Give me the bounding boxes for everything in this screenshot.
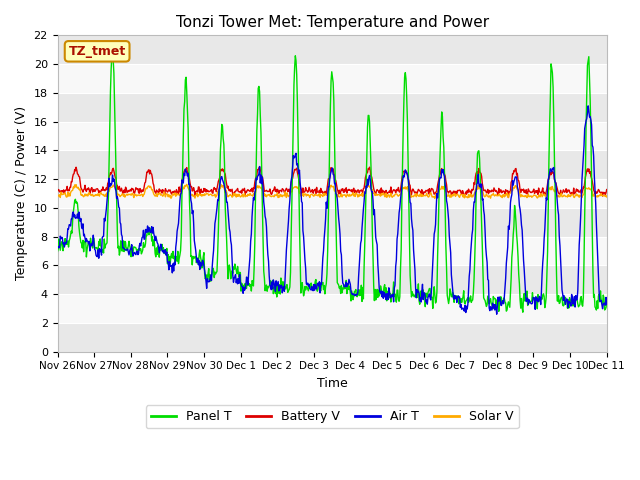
Bar bbox=[58, 294, 607, 323]
Legend: Panel T, Battery V, Air T, Solar V: Panel T, Battery V, Air T, Solar V bbox=[146, 405, 518, 428]
Bar bbox=[58, 64, 607, 93]
Title: Tonzi Tower Met: Temperature and Power: Tonzi Tower Met: Temperature and Power bbox=[175, 15, 489, 30]
Y-axis label: Temperature (C) / Power (V): Temperature (C) / Power (V) bbox=[15, 107, 28, 280]
Bar bbox=[58, 150, 607, 179]
Bar bbox=[58, 265, 607, 294]
X-axis label: Time: Time bbox=[317, 377, 348, 390]
Bar bbox=[58, 208, 607, 237]
Bar bbox=[58, 179, 607, 208]
Text: TZ_tmet: TZ_tmet bbox=[68, 45, 126, 58]
Bar bbox=[58, 93, 607, 121]
Bar bbox=[58, 36, 607, 64]
Bar bbox=[58, 121, 607, 150]
Bar bbox=[58, 237, 607, 265]
Bar bbox=[58, 323, 607, 351]
